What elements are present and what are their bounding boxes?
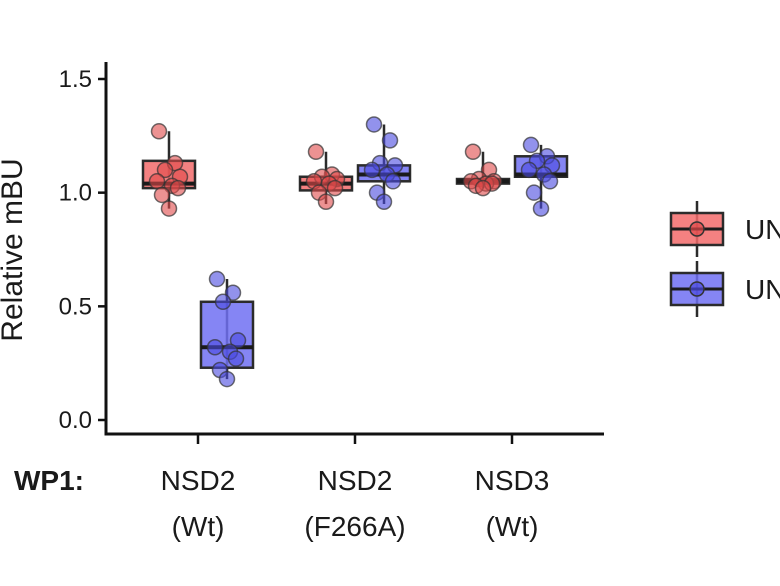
- axis-labels: 0.0 0.5 1.0 1.5 NSD2 (Wt) NSD2 (F266A) NSD3 (Wt) W…: [0, 66, 549, 542]
- data-point: [307, 143, 325, 160]
- legend-label: UN: [745, 274, 780, 305]
- legend-item: UN: [669, 201, 780, 257]
- x-category-label-line2: (Wt): [486, 511, 539, 542]
- data-point: [227, 350, 245, 367]
- data-point: [384, 173, 402, 190]
- data-point: [148, 173, 166, 190]
- data-point: [160, 200, 178, 217]
- data-point: [381, 132, 399, 149]
- data-point: [532, 200, 550, 217]
- box-group: [455, 143, 511, 197]
- data-point: [525, 184, 543, 201]
- data-point: [150, 123, 168, 140]
- y-tick-label: 1.5: [59, 66, 92, 93]
- y-axis-title: Relative mBU: [0, 158, 29, 341]
- legend-key-point: [689, 281, 705, 297]
- box-group: [199, 270, 255, 388]
- data-point: [156, 161, 174, 179]
- legend-key-point: [689, 221, 705, 237]
- y-tick-label: 1.0: [59, 180, 92, 207]
- data-point: [375, 193, 393, 211]
- box-group: [513, 136, 569, 217]
- data-point: [153, 186, 171, 204]
- data-point: [214, 293, 232, 311]
- box-group: [356, 116, 412, 211]
- data-point: [541, 173, 559, 190]
- data-point: [169, 179, 187, 197]
- axes: [98, 62, 604, 444]
- data-point: [206, 339, 224, 356]
- x-category-label-line2: (Wt): [172, 511, 225, 542]
- x-category-label-line1: NSD2: [161, 465, 236, 496]
- x-category-label-line1: NSD2: [318, 465, 393, 496]
- row-label: WP1:: [14, 465, 84, 496]
- legend: UN UN: [669, 201, 780, 317]
- legend-item: UN: [669, 261, 780, 317]
- plot-boxes: [141, 116, 569, 388]
- legend-label: UN: [745, 214, 780, 245]
- y-tick-label: 0.5: [59, 293, 92, 320]
- box-group: [141, 123, 197, 217]
- data-point: [363, 161, 381, 179]
- data-point: [520, 161, 538, 179]
- data-point: [218, 370, 236, 388]
- data-point: [317, 193, 335, 211]
- y-tick-label: 0.0: [59, 407, 92, 434]
- x-category-label-line2: (F266A): [304, 511, 405, 542]
- data-point: [522, 136, 540, 154]
- box-group: [298, 143, 354, 211]
- x-category-label-line1: NSD3: [475, 465, 550, 496]
- data-point: [326, 179, 344, 197]
- data-point: [229, 332, 247, 349]
- data-point: [464, 143, 482, 160]
- data-point: [474, 179, 492, 197]
- data-point: [208, 270, 226, 288]
- data-point: [365, 116, 383, 133]
